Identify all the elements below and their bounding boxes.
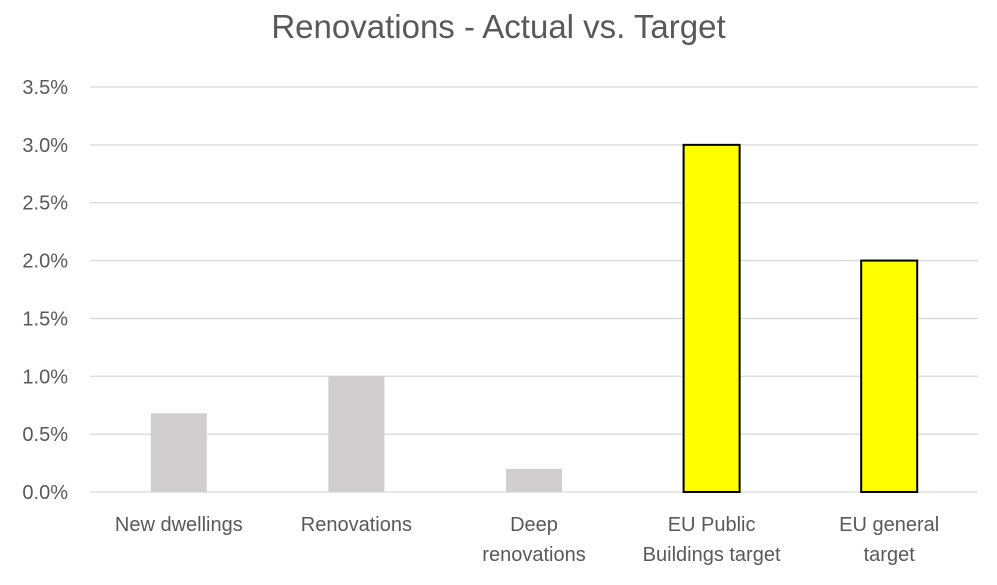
chart-title: Renovations - Actual vs. Target bbox=[271, 8, 726, 45]
x-category-label-line: Buildings target bbox=[643, 544, 781, 566]
x-category-label: EU general target bbox=[839, 514, 939, 566]
y-tick-label: 3.0% bbox=[22, 135, 68, 157]
x-category-label-line: renovations bbox=[482, 544, 585, 566]
x-category-label: New dwellings bbox=[115, 514, 243, 536]
x-category-label: Deep renovations bbox=[482, 514, 585, 566]
y-tick-label: 1.0% bbox=[22, 366, 68, 388]
y-tick-label: 3.5% bbox=[22, 77, 68, 99]
bar bbox=[506, 468, 562, 492]
y-tick-label: 1.5% bbox=[22, 308, 68, 330]
x-category-label: Renovations bbox=[301, 514, 412, 536]
y-tick-label: 2.0% bbox=[22, 251, 68, 273]
bar bbox=[328, 376, 385, 492]
bar bbox=[860, 259, 919, 494]
x-category-label: EU Public Buildings target bbox=[643, 514, 781, 566]
x-category-label-line: EU general bbox=[839, 514, 939, 536]
x-category-label-line: Renovations bbox=[301, 514, 412, 536]
x-category-label-line: New dwellings bbox=[115, 514, 243, 536]
y-tick-label: 0.0% bbox=[22, 482, 68, 504]
y-tick-label: 0.5% bbox=[22, 424, 68, 446]
bar bbox=[150, 413, 207, 492]
bar bbox=[682, 143, 741, 493]
x-category-label-line: target bbox=[864, 544, 916, 566]
x-category-label-line: EU Public bbox=[668, 514, 756, 536]
x-category-label-line: Deep bbox=[510, 514, 558, 536]
y-tick-label: 2.5% bbox=[22, 193, 68, 215]
